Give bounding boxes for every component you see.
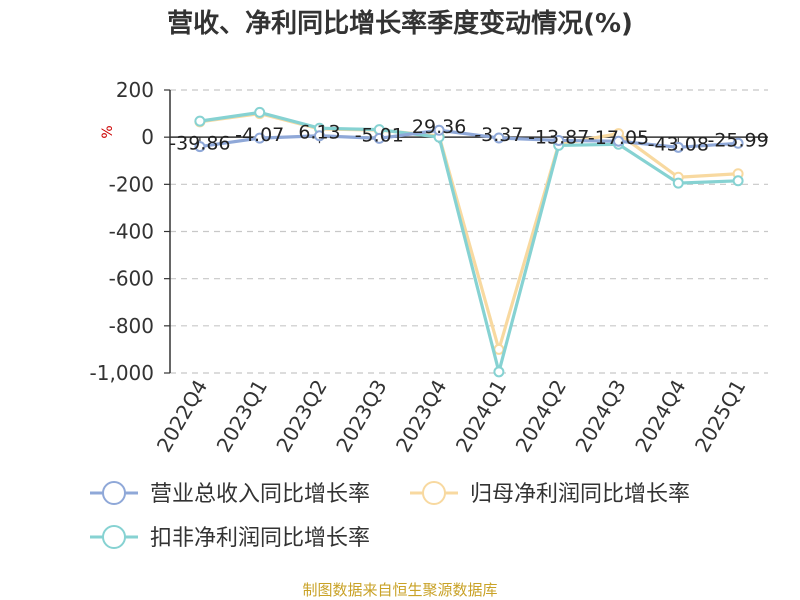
y-tick-label: -1,000 (90, 361, 154, 385)
data-point (314, 130, 325, 142)
data-label: -39.86 (169, 133, 230, 155)
x-tick-label: 2024Q2 (511, 376, 571, 457)
data-label: 29.36 (412, 116, 466, 138)
legend-label: 归母净利润同比增长率 (470, 482, 690, 507)
data-point (672, 141, 684, 153)
y-tick-label: -600 (109, 267, 154, 291)
x-tick-label: 2024Q4 (630, 376, 690, 457)
data-point (553, 134, 565, 146)
chart-title: 营收、净利同比增长率季度变动情况(%) (167, 8, 633, 39)
data-label: 6.13 (298, 122, 340, 144)
data-point (254, 132, 266, 144)
x-tick-label: 2023Q2 (271, 376, 331, 457)
data-point (254, 106, 266, 118)
data-point (493, 366, 505, 378)
series-line (199, 128, 739, 149)
data-point (732, 137, 744, 149)
legend-label: 扣非净利润同比增长率 (150, 526, 370, 551)
y-axis-label: % (100, 125, 116, 138)
data-point (373, 132, 385, 144)
y-axis-ticks: 200 0 -200 -400 -600 -800 -1,000 (90, 78, 170, 385)
series-group (194, 106, 744, 378)
legend-swatch-marker (422, 481, 446, 505)
data-label: -5.01 (355, 124, 404, 146)
data-labels: -39.86 -4.07 6.13 -5.01 29.36 -3.37 -13.87-17.… (169, 116, 768, 155)
data-point (672, 177, 684, 189)
y-tick-label: -800 (109, 314, 154, 338)
legend-swatch-marker (102, 525, 126, 549)
grid-lines (170, 89, 768, 374)
x-tick-label: 2025Q1 (690, 376, 750, 457)
y-tick-label: 200 (116, 78, 154, 102)
data-label: -4.07 (235, 124, 284, 146)
x-tick-label: 2024Q1 (451, 376, 511, 457)
legend-label: 营业总收入同比增长率 (150, 482, 370, 507)
data-point (613, 135, 624, 147)
x-tick-label: 2022Q4 (152, 376, 212, 457)
source-note: 制图数据来自恒生聚源数据库 (302, 581, 497, 599)
data-point (493, 343, 505, 355)
x-tick-label: 2023Q4 (391, 375, 451, 456)
legend-swatch-marker (102, 481, 126, 505)
y-tick-label: -200 (109, 172, 154, 196)
data-label: -25.99 (707, 129, 768, 151)
data-point (732, 175, 744, 187)
y-tick-label: 0 (141, 125, 154, 149)
data-point (433, 124, 445, 136)
x-tick-label: 2024Q3 (570, 376, 630, 457)
x-tick-label: 2023Q1 (212, 376, 272, 457)
data-label: -43.08 (648, 133, 709, 155)
data-point (194, 115, 206, 127)
x-tick-label: 2023Q3 (331, 376, 391, 457)
data-point (493, 132, 505, 144)
data-label: -3.37 (474, 124, 523, 146)
data-label: -17.05 (588, 127, 649, 149)
series-line (199, 110, 739, 374)
data-label: -13.87 (528, 126, 589, 148)
y-tick-label: -400 (109, 220, 154, 244)
data-point (194, 141, 206, 153)
